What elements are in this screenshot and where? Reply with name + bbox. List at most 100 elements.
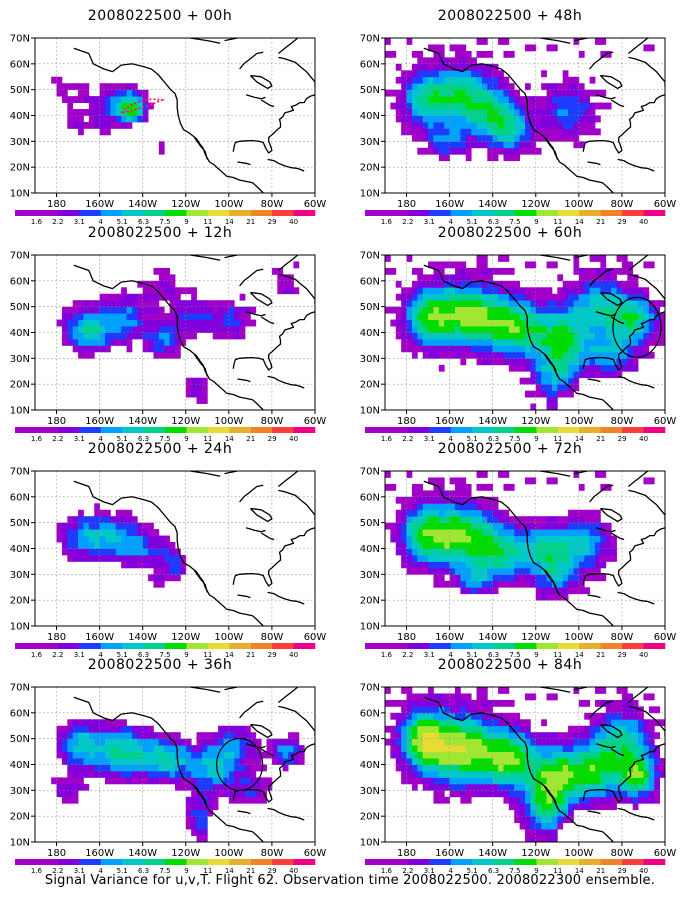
colorbar-label: 5.1 <box>117 867 128 875</box>
colorbar-label: 14 <box>225 867 234 875</box>
colorbar-label: 11 <box>553 867 562 875</box>
lon-tick-label: 180 <box>397 848 416 859</box>
gridlines <box>35 38 315 193</box>
lon-tick-label: 60W <box>304 416 327 427</box>
colorbar-swatch <box>79 859 102 865</box>
coastline <box>423 471 665 626</box>
lon-tick-label: 80W <box>611 848 634 859</box>
panel-title: 2008022500 + 00h <box>87 8 233 24</box>
colorbar-label: 7.5 <box>509 435 520 443</box>
colorbar-label: 5.1 <box>467 867 478 875</box>
colorbar-swatch <box>579 859 602 865</box>
lat-tick-label: 60N <box>360 59 380 70</box>
lon-tick-label: 60W <box>654 416 677 427</box>
highlight-circle <box>612 296 662 358</box>
colorbar-swatch <box>407 859 430 865</box>
colorbar-label: 7.5 <box>509 651 520 659</box>
lon-tick-label: 120W <box>521 632 550 643</box>
lat-tick-label: 10N <box>360 189 380 200</box>
colorbar-swatch <box>643 210 666 216</box>
lon-tick-label: 100W <box>214 199 243 210</box>
lat-tick-label: 50N <box>360 85 380 96</box>
colorbar-swatch <box>386 643 409 649</box>
lon-tick-label: 100W <box>214 416 243 427</box>
colorbar-swatch <box>429 427 452 433</box>
lat-tick-label: 40N <box>360 760 380 771</box>
lon-tick-label: 100W <box>564 199 593 210</box>
colorbar-swatch <box>229 859 252 865</box>
lat-tick-label: 70N <box>360 683 380 694</box>
colorbar-swatch <box>293 643 316 649</box>
colorbar-swatch <box>100 210 123 216</box>
lon-tick-label: 100W <box>564 416 593 427</box>
colorbar: 1.6 2.2 3.1 4 5.1 6.3 7.5 9 11 14 21 29 40 <box>365 210 666 226</box>
colorbar-swatch <box>143 859 166 865</box>
colorbar-swatch <box>557 643 580 649</box>
colorbar-label: 40 <box>289 651 298 659</box>
forecast-panel-84h: 2008022500 + 84h 10N 20N 30N 40N 50N 60N 70N 18… <box>350 657 677 875</box>
colorbar-label: 9 <box>184 435 188 443</box>
flight-track-line <box>120 98 166 114</box>
lat-tick-label: 70N <box>10 683 30 694</box>
lon-tick-label: 160W <box>85 632 114 643</box>
lon-tick-label: 140W <box>478 848 507 859</box>
colorbar-label: 1.6 <box>31 435 43 443</box>
colorbar-swatch <box>57 210 80 216</box>
colorbar-label: 9 <box>184 867 188 875</box>
colorbar-label: 2.2 <box>402 867 413 875</box>
colorbar-label: 14 <box>225 651 234 659</box>
lat-tick-label: 30N <box>10 570 30 581</box>
colorbar-swatch <box>515 210 537 216</box>
colorbar-swatch <box>165 210 187 216</box>
lon-tick-label: 100W <box>564 632 593 643</box>
colorbar-swatch <box>472 427 494 433</box>
lat-tick-label: 60N <box>360 276 380 287</box>
lat-tick-label: 20N <box>360 163 380 174</box>
lon-tick-label: 100W <box>564 848 593 859</box>
colorbar-swatch <box>407 210 430 216</box>
lon-tick-label: 60W <box>654 199 677 210</box>
colorbar-swatch <box>579 427 602 433</box>
colorbar-label: 7.5 <box>159 651 170 659</box>
colorbar: 1.6 2.2 3.1 4 5.1 6.3 7.5 9 11 14 21 29 40 <box>15 427 316 443</box>
colorbar-label: 21 <box>246 651 255 659</box>
colorbar-swatch <box>293 210 316 216</box>
lon-tick-label: 160W <box>85 848 114 859</box>
gridlines <box>385 255 665 410</box>
colorbar-swatch <box>536 643 559 649</box>
lat-tick-label: 30N <box>10 786 30 797</box>
colorbar-label: 14 <box>575 435 584 443</box>
colorbar-swatch <box>472 859 494 865</box>
colorbar-label: 2.2 <box>402 218 413 226</box>
lat-tick-label: 70N <box>10 34 30 45</box>
colorbar-swatch <box>557 859 580 865</box>
colorbar-label: 40 <box>639 867 648 875</box>
colorbar-swatch <box>386 210 409 216</box>
colorbar-label: 29 <box>268 651 277 659</box>
lon-tick-label: 100W <box>214 848 243 859</box>
colorbar-swatch <box>600 427 623 433</box>
colorbar-swatch <box>36 643 59 649</box>
figure-caption: Signal Variance for u,v,T. Flight 62. Ob… <box>44 873 656 888</box>
lon-tick-label: 120W <box>521 416 550 427</box>
colorbar-label: 7.5 <box>159 867 170 875</box>
colorbar-label: 9 <box>534 435 538 443</box>
coastline <box>73 471 315 626</box>
colorbar-swatch <box>365 643 387 649</box>
colorbar-label: 4 <box>448 867 453 875</box>
lat-tick-label: 10N <box>360 838 380 849</box>
lon-tick-label: 180 <box>47 848 66 859</box>
colorbar-label: 9 <box>184 218 188 226</box>
colorbar-swatch <box>557 210 580 216</box>
colorbar-swatch <box>186 859 209 865</box>
lat-tick-label: 40N <box>10 328 30 339</box>
colorbar-label: 1.6 <box>31 867 43 875</box>
colorbar-swatch <box>143 643 166 649</box>
colorbar-swatch <box>365 859 387 865</box>
forecast-panel-72h: 2008022500 + 72h 10N 20N 30N 40N 50N 60N 70N 18… <box>350 441 677 659</box>
lat-tick-label: 10N <box>10 838 30 849</box>
colorbar: 1.6 2.2 3.1 4 5.1 6.3 7.5 9 11 14 21 29 40 <box>15 210 316 226</box>
gridlines <box>35 255 315 410</box>
colorbar-label: 4 <box>98 867 103 875</box>
colorbar-swatch <box>622 859 644 865</box>
